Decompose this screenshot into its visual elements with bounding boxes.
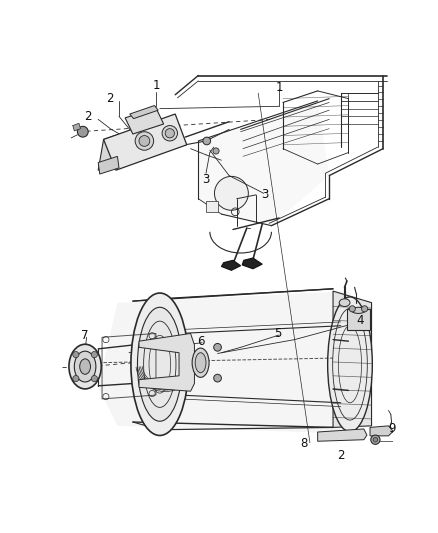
Polygon shape [130,106,158,119]
Text: 2: 2 [85,110,92,123]
Circle shape [214,374,221,382]
Ellipse shape [138,308,182,421]
Ellipse shape [192,348,209,377]
Circle shape [91,351,97,358]
Polygon shape [370,426,393,436]
Text: 2: 2 [106,92,113,105]
Polygon shape [318,429,367,441]
Polygon shape [139,334,194,391]
Ellipse shape [74,351,96,382]
Ellipse shape [131,293,189,435]
Circle shape [162,126,177,141]
Polygon shape [333,291,371,427]
Circle shape [135,132,154,150]
Ellipse shape [195,353,206,373]
Circle shape [203,137,211,145]
Polygon shape [242,258,262,269]
Ellipse shape [352,308,365,313]
Ellipse shape [328,297,372,432]
Text: 4: 4 [356,314,364,327]
Polygon shape [347,309,370,329]
Circle shape [73,375,79,382]
Circle shape [139,135,150,147]
Text: 3: 3 [261,188,269,201]
Text: 7: 7 [81,329,89,342]
Circle shape [361,306,367,312]
Text: 8: 8 [300,437,307,450]
Circle shape [373,438,378,442]
Ellipse shape [80,359,91,374]
Circle shape [349,306,355,312]
Circle shape [371,435,380,445]
Polygon shape [221,260,240,270]
Polygon shape [103,114,187,170]
Polygon shape [73,123,81,131]
Ellipse shape [339,299,350,306]
Text: 1: 1 [276,80,283,94]
Circle shape [165,128,174,138]
Circle shape [78,126,88,137]
Circle shape [215,176,248,210]
Circle shape [214,343,221,351]
Text: 9: 9 [388,422,396,435]
Text: 5: 5 [274,327,281,340]
Polygon shape [206,201,218,212]
Text: 6: 6 [197,335,205,348]
Text: 2: 2 [337,449,345,462]
Ellipse shape [69,344,101,389]
Circle shape [91,375,97,382]
Polygon shape [125,108,164,134]
Polygon shape [98,156,119,174]
Polygon shape [98,291,371,433]
Polygon shape [198,101,329,225]
Polygon shape [98,135,117,170]
Circle shape [213,148,219,154]
Circle shape [73,351,79,358]
Text: 3: 3 [202,173,210,186]
Text: 1: 1 [152,79,160,92]
